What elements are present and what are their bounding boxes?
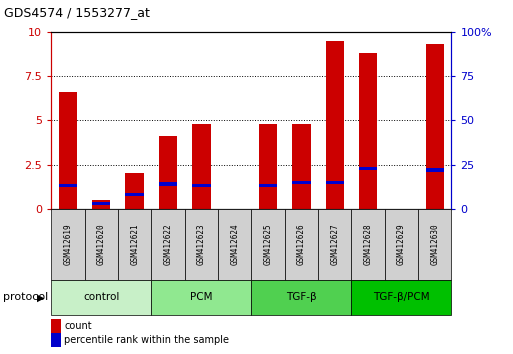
Bar	[151, 209, 185, 280]
Bar	[426, 169, 444, 172]
Text: GSM412621: GSM412621	[130, 223, 139, 265]
Bar	[59, 92, 77, 209]
Text: GSM412626: GSM412626	[297, 223, 306, 265]
Bar	[192, 124, 210, 209]
Bar	[159, 183, 177, 185]
Text: GSM412629: GSM412629	[397, 223, 406, 265]
Text: GSM412628: GSM412628	[364, 223, 372, 265]
Bar	[185, 209, 218, 280]
Bar	[51, 209, 85, 280]
Text: GSM412624: GSM412624	[230, 223, 239, 265]
Bar	[426, 44, 444, 209]
Text: TGF-β: TGF-β	[286, 292, 317, 302]
Bar	[385, 209, 418, 280]
Bar	[259, 124, 277, 209]
Text: GSM412623: GSM412623	[197, 223, 206, 265]
Bar	[159, 136, 177, 209]
Bar	[251, 209, 285, 280]
Bar	[92, 200, 110, 209]
Bar	[318, 209, 351, 280]
Text: percentile rank within the sample: percentile rank within the sample	[64, 335, 229, 345]
Text: GSM412619: GSM412619	[64, 223, 72, 265]
Text: count: count	[64, 321, 92, 331]
Bar	[59, 184, 77, 188]
Bar	[418, 209, 451, 280]
Text: GSM412630: GSM412630	[430, 223, 439, 265]
Text: control: control	[83, 292, 120, 302]
Bar	[285, 209, 318, 280]
Text: PCM: PCM	[190, 292, 212, 302]
Bar	[292, 124, 310, 209]
Bar	[126, 173, 144, 209]
Bar	[126, 193, 144, 196]
Bar	[351, 280, 451, 315]
Bar	[151, 280, 251, 315]
Text: GSM412620: GSM412620	[97, 223, 106, 265]
Bar	[359, 167, 377, 170]
Bar	[85, 209, 118, 280]
Bar	[51, 280, 151, 315]
Text: GSM412622: GSM412622	[164, 223, 172, 265]
Bar	[292, 181, 310, 184]
Bar	[326, 181, 344, 184]
Bar	[259, 184, 277, 188]
Text: GSM412625: GSM412625	[264, 223, 272, 265]
Bar	[218, 209, 251, 280]
Bar	[251, 280, 351, 315]
Bar	[359, 53, 377, 209]
Text: TGF-β/PCM: TGF-β/PCM	[373, 292, 430, 302]
Text: GSM412627: GSM412627	[330, 223, 339, 265]
Text: GDS4574 / 1553277_at: GDS4574 / 1553277_at	[4, 6, 150, 19]
Text: protocol: protocol	[3, 292, 48, 302]
Bar	[326, 41, 344, 209]
Bar	[351, 209, 385, 280]
Bar	[92, 202, 110, 205]
Bar	[118, 209, 151, 280]
Bar	[192, 184, 210, 188]
Text: ▶: ▶	[37, 292, 45, 302]
